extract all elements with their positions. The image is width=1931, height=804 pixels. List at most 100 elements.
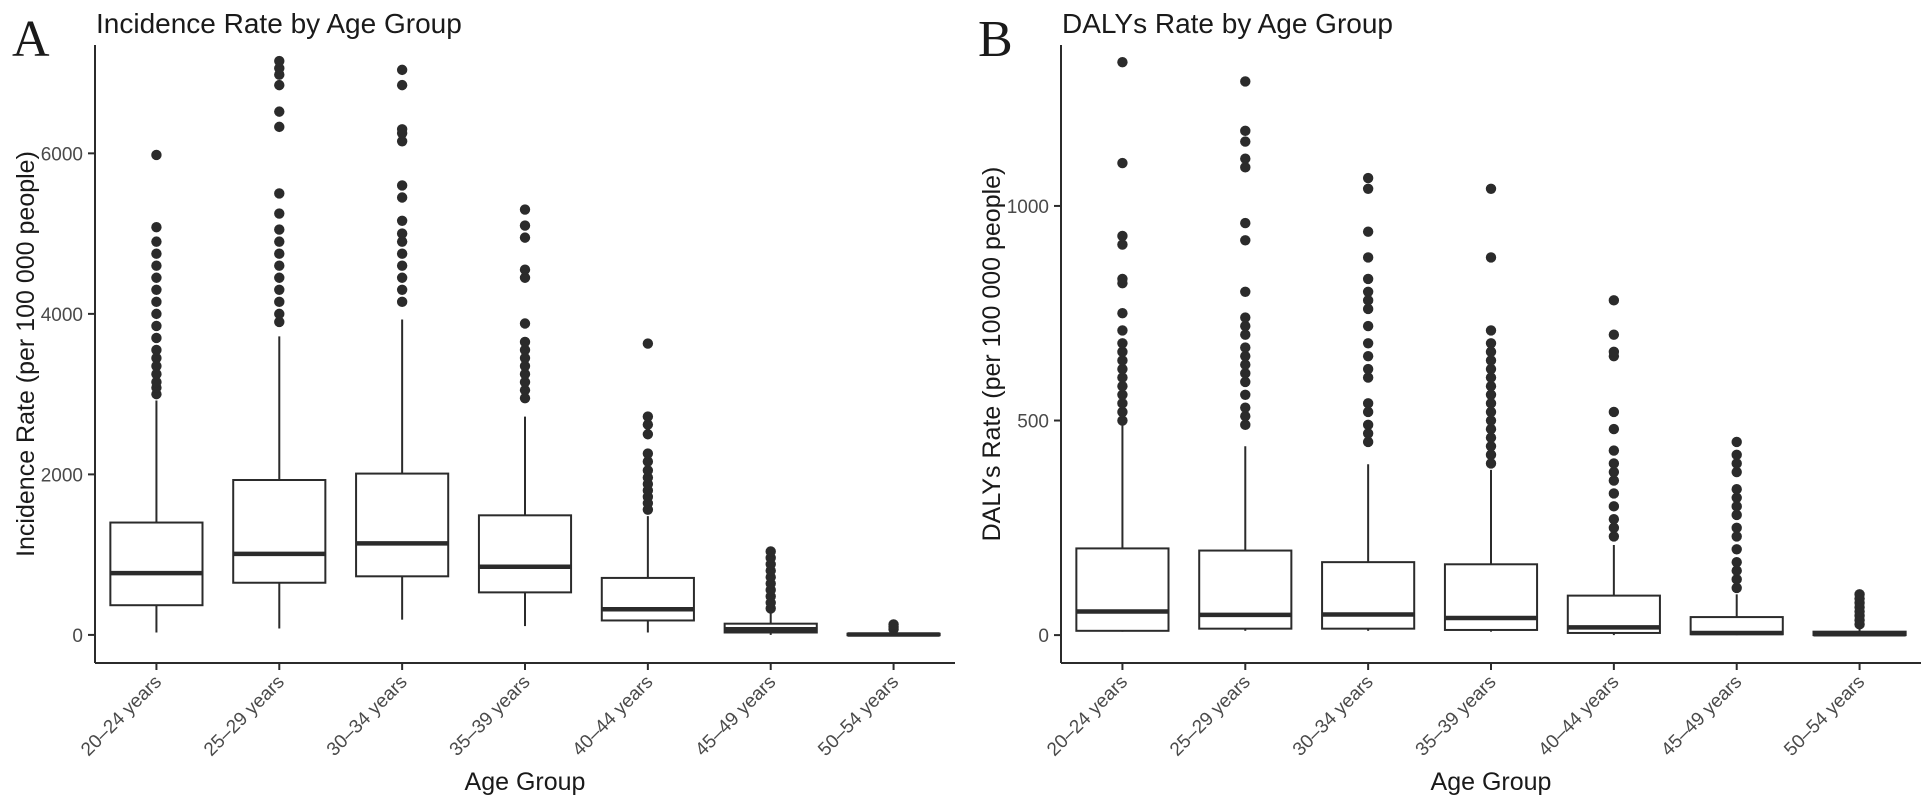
outlier-point [1608,346,1620,358]
outlier-point [1731,509,1742,521]
outlier-point [1608,406,1620,418]
outlier-point [1240,329,1251,340]
outlier-point [1485,372,1497,383]
outlier-point [1608,501,1620,512]
outlier-point [642,338,654,349]
outlier-point [1362,183,1374,194]
outlier-point [1362,273,1374,285]
outlier-point [1117,380,1128,392]
outlier-point [519,318,531,329]
outlier-point [396,124,408,135]
outlier-point [151,248,162,259]
outlier-point [1485,458,1497,469]
x-tick-label: 45–49 years [691,672,780,761]
outlier-point [396,296,408,308]
x-tick-label: 50–54 years [814,672,903,761]
outlier-point [1362,350,1374,362]
box-6 [1689,436,1784,636]
x-tick-label: 20–24 years [77,672,166,761]
outlier-point [1362,436,1374,448]
outlier-point [396,248,408,259]
outlier-point [519,336,531,348]
outlier-point [1731,436,1742,448]
outlier-point [1240,162,1251,173]
outlier-point [1240,359,1251,370]
outlier-point [1362,286,1374,297]
y-tick-label: 2000 [41,465,83,486]
outlier-point [1240,350,1251,362]
outlier-point [1362,372,1374,383]
box-5 [600,338,695,633]
outlier-point [1117,389,1128,400]
outlier-point [1117,230,1128,242]
outlier-point [274,260,285,271]
outlier-point [519,360,531,372]
outlier-point [151,260,162,271]
x-tick-label: 35–39 years [1412,672,1501,761]
outlier-point [1485,406,1497,418]
outlier-point [396,192,408,203]
outlier-point [1117,56,1128,68]
box-3 [1321,172,1416,631]
x-tick-label: 30–34 years [1289,672,1378,761]
outlier-point [274,79,285,91]
outlier-point [274,208,285,219]
outlier-point [1240,411,1251,422]
outlier-point [1731,492,1742,503]
outlier-point [1117,346,1128,358]
outlier-point [1117,415,1128,426]
outlier-point [274,248,285,259]
y-tick-label: 0 [1038,626,1049,647]
boxplot-chart: 0 2000 4000 6000 20–24 years 25–29 years 30–34… [12,45,955,796]
outlier-point [519,376,531,388]
outlier-point [642,411,654,422]
x-tick-label: 20–24 years [1043,672,1132,761]
outlier-point [396,180,408,191]
outlier-point [765,546,776,557]
outlier-point [519,204,531,215]
x-tick-label: 40–44 years [1535,672,1624,761]
chart-title: Incidence Rate by Age Group [96,8,462,39]
outlier-point [1240,217,1251,229]
outlier-point [519,272,531,283]
iqr-box [600,576,695,622]
outlier-point [1362,252,1374,263]
outlier-point [888,619,899,630]
outlier-point [274,316,285,328]
outlier-point [1240,419,1251,431]
outlier-point [1362,338,1374,349]
box-5 [1566,295,1661,636]
outlier-point [1362,172,1374,184]
outlier-point [1485,325,1497,336]
outlier-point [1362,363,1374,375]
x-tick-label: 45–49 years [1657,672,1746,761]
y-axis-title: DALYs Rate (per 100 000 people) [978,167,1006,542]
panel-label: A [12,11,50,68]
iqr-box [355,472,450,578]
outlier-point [396,215,408,226]
x-axis-title: Age Group [465,768,586,796]
x-tick-label: 25–29 years [1166,672,1255,761]
outlier-point [274,236,285,247]
outlier-point [1240,136,1251,147]
panel-b: B DALYs Rate by Age Group 0 500 1000 20–24 … [966,0,1931,804]
outlier-point [151,332,162,344]
outlier-point [151,360,162,372]
outlier-point [274,63,285,74]
outlier-point [1117,273,1128,285]
outlier-point [1485,363,1497,375]
outlier-point [1117,363,1128,375]
outlier-point [1362,320,1374,332]
outlier-point [274,188,285,199]
boxplot-chart: 0 500 1000 20–24 years 25–29 years 30–34 year… [978,45,1921,796]
outlier-point [642,448,654,459]
x-tick-label: 25–29 years [200,672,289,761]
outlier-point [1485,380,1497,392]
box-7 [846,619,941,637]
outlier-point [1117,325,1128,336]
x-tick-label: 30–34 years [323,672,412,761]
outlier-point [1362,419,1374,431]
y-tick-label: 1000 [1007,197,1049,218]
outlier-point [1240,76,1251,87]
outlier-point [396,79,408,91]
